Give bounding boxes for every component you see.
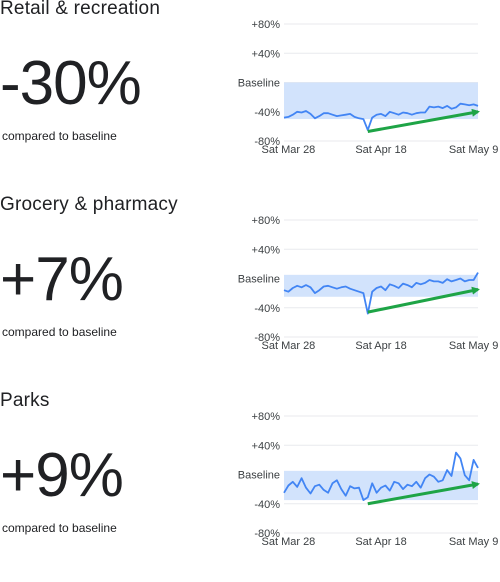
trend-arrow [367,481,480,506]
series-line [283,102,479,131]
category-title: Grocery & pharmacy [0,194,178,215]
y-tick-label: -80% [254,136,280,148]
category-panel-retail: Retail & recreation -30% compared to bas… [0,0,500,190]
comparison-label: compared to baseline [2,325,117,339]
y-tick-label: Baseline [238,274,280,286]
category-title: Retail & recreation [0,0,161,19]
category-title: Parks [0,390,50,411]
y-tick-label: +40% [252,440,281,452]
y-tick-label: +80% [252,19,281,31]
comparison-label: compared to baseline [2,129,117,143]
percent-change-value: +7% [0,245,124,314]
y-tick-label: +80% [252,411,281,423]
y-tick-label: +40% [252,48,281,60]
x-tick-label: Sat Apr 18 [355,144,406,156]
percent-change-value: +9% [0,441,124,510]
percent-change-value: -30% [0,49,142,118]
comparison-label: compared to baseline [2,521,117,535]
mobility-line-chart: +80% +40% Baseline -40% -80%Sat Mar 28 Sat Ap… [238,19,499,156]
x-tick-label: Sat Apr 18 [355,340,406,352]
series-line [283,272,479,315]
x-tick-label: Sat Mar 28 [262,144,316,156]
category-panel-grocery: Grocery & pharmacy +7% compared to basel… [0,194,500,386]
mobility-line-chart: +80% +40% Baseline -40% -80%Sat Mar 28 Sat Ap… [238,411,499,548]
y-tick-label: -40% [254,107,280,119]
y-tick-label: -40% [254,499,280,511]
y-tick-label: -40% [254,303,280,315]
category-panel-parks: Parks +9% compared to baseline +80% +40% B… [0,390,500,582]
x-tick-label: Sat May 9 [449,144,499,156]
mobility-line-chart: +80% +40% Baseline -40% -80%Sat Mar 28 Sat Ap… [238,215,499,352]
baseline-band [284,470,478,501]
y-tick-label: +40% [252,244,281,256]
x-tick-label: Sat Mar 28 [262,536,316,548]
series-line [283,451,479,501]
trend-arrow [367,286,480,314]
baseline-band [284,82,478,120]
x-tick-label: Sat May 9 [449,340,499,352]
trend-arrow [367,108,480,133]
y-tick-label: Baseline [238,78,280,90]
y-tick-label: -80% [254,332,280,344]
x-tick-label: Sat Apr 18 [355,536,406,548]
x-tick-label: Sat Mar 28 [262,340,316,352]
x-tick-label: Sat May 9 [449,536,499,548]
y-tick-label: Baseline [238,470,280,482]
y-tick-label: -80% [254,528,280,540]
y-tick-label: +80% [252,215,281,227]
